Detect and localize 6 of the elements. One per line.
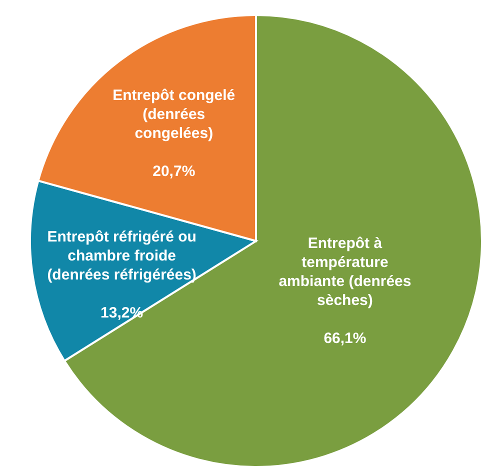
slice-label: Entrepôt à température ambiante (denrées sèches) — [278, 234, 412, 308]
data-label: 66,1% — [324, 329, 366, 346]
data-label: 20,7% — [152, 162, 196, 180]
slice-label: Entrepôt réfrigéré ou chambre froide (denrées réfrigérées) — [47, 228, 196, 284]
data-label: 13,2% — [100, 304, 144, 322]
slice-label: Entrepôt congelé (denrées congelées) — [112, 86, 236, 142]
